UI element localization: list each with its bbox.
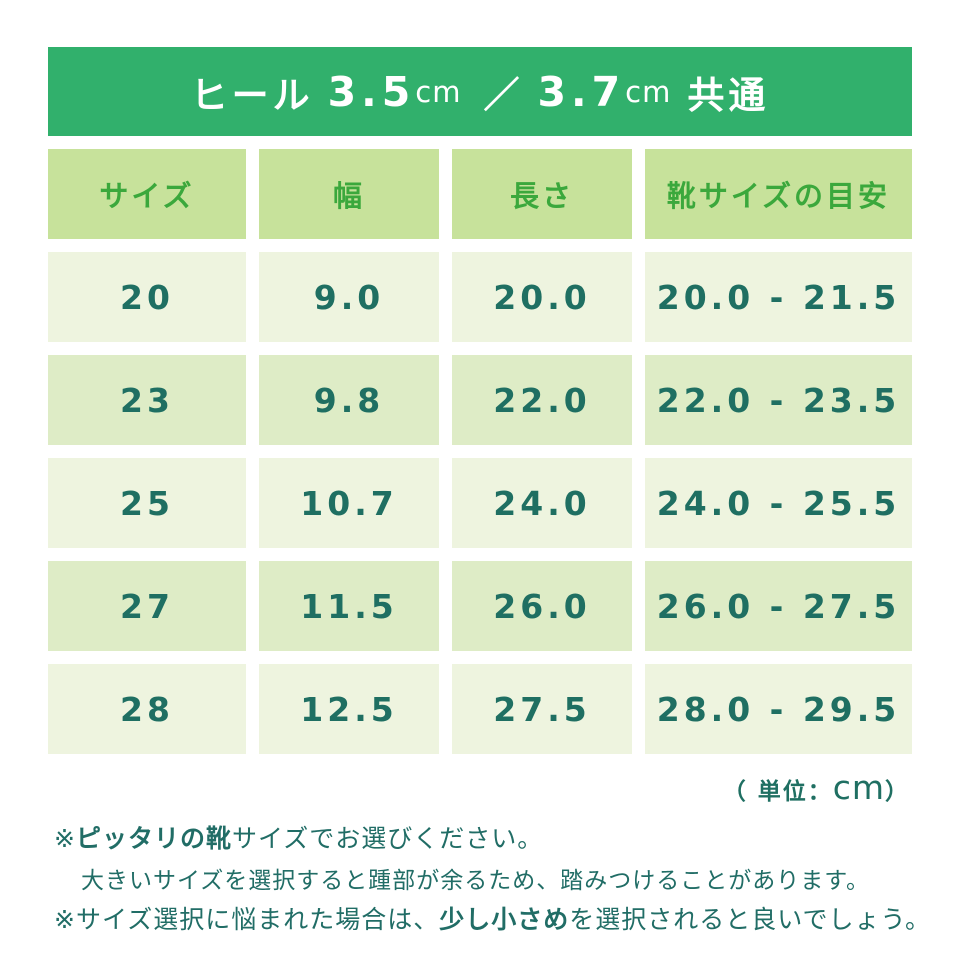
table-cell-width: 11.5 <box>259 561 439 651</box>
unit-note-close: ） <box>885 779 910 805</box>
unit-note-cm: cm <box>832 768 885 807</box>
footnote-2-post: を選択されると良いでしょう。 <box>569 904 931 934</box>
size-table: サイズ 幅 長さ 靴サイズの目安 20 9.0 20.0 20.0 - 21.5… <box>48 149 912 754</box>
content-area: ヒール 3.5 cm ／ 3.7 cm 共通 サイズ 幅 長さ 靴サイズの目安 … <box>48 47 930 937</box>
footnote-1-bold: ピッタリの靴 <box>75 824 232 853</box>
banner-label: ヒール <box>190 73 314 117</box>
footnote-2-pre: サイズ選択に悩まれた場合は、 <box>75 904 440 934</box>
table-cell-shoe-size-range: 20.0 - 21.5 <box>645 252 912 342</box>
footnote-1-subtext: 大きいサイズを選択すると踵部が余るため、踏みつけることがあります。 <box>81 867 871 894</box>
table-cell-length: 27.5 <box>452 664 632 754</box>
footnote-1-rest: サイズでお選びください。 <box>231 824 544 853</box>
unit-note-open: （ 単位： <box>722 779 833 805</box>
table-cell-shoe-size-range: 28.0 - 29.5 <box>645 664 912 754</box>
banner-heel-value-1: 3.5 <box>327 67 416 116</box>
column-header-width: 幅 <box>259 149 439 239</box>
table-cell-length: 22.0 <box>452 355 632 445</box>
footnote-2: ※サイズ選択に悩まれた場合は、少し小さめを選択されると良いでしょう。 <box>54 904 930 937</box>
table-cell-shoe-size-range: 22.0 - 23.5 <box>645 355 912 445</box>
heel-height-banner: ヒール 3.5 cm ／ 3.7 cm 共通 <box>48 47 912 136</box>
table-cell-width: 9.0 <box>259 252 439 342</box>
column-header-size: サイズ <box>48 149 246 239</box>
banner-suffix: 共通 <box>687 73 770 117</box>
table-cell-width: 9.8 <box>259 355 439 445</box>
banner-unit-2: cm <box>625 74 672 109</box>
table-cell-size: 20 <box>48 252 246 342</box>
column-header-length: 長さ <box>452 149 632 239</box>
table-cell-width: 10.7 <box>259 458 439 548</box>
footnote-1-marker: ※ <box>54 824 76 853</box>
table-cell-size: 23 <box>48 355 246 445</box>
table-cell-shoe-size-range: 24.0 - 25.5 <box>645 458 912 548</box>
footnote-1: ※ピッタリの靴サイズでお選びください。 <box>54 823 912 856</box>
table-cell-size: 27 <box>48 561 246 651</box>
footnote-2-bold: 少し小さめ <box>439 904 570 934</box>
table-cell-length: 20.0 <box>452 252 632 342</box>
table-cell-length: 24.0 <box>452 458 632 548</box>
banner-heel-value-2: 3.7 <box>537 67 626 116</box>
unit-note: （ 単位：cm） <box>48 768 912 807</box>
table-cell-width: 12.5 <box>259 664 439 754</box>
footnotes: ※ピッタリの靴サイズでお選びください。 大きいサイズを選択すると踵部が余るため、… <box>48 823 930 937</box>
table-cell-size: 28 <box>48 664 246 754</box>
table-cell-length: 26.0 <box>452 561 632 651</box>
footnote-2-marker: ※ <box>54 904 76 934</box>
banner-slash: ／ <box>483 74 520 116</box>
table-cell-shoe-size-range: 26.0 - 27.5 <box>645 561 912 651</box>
column-header-shoe-size-guide: 靴サイズの目安 <box>645 149 912 239</box>
banner-unit-1: cm <box>415 74 462 109</box>
table-cell-size: 25 <box>48 458 246 548</box>
